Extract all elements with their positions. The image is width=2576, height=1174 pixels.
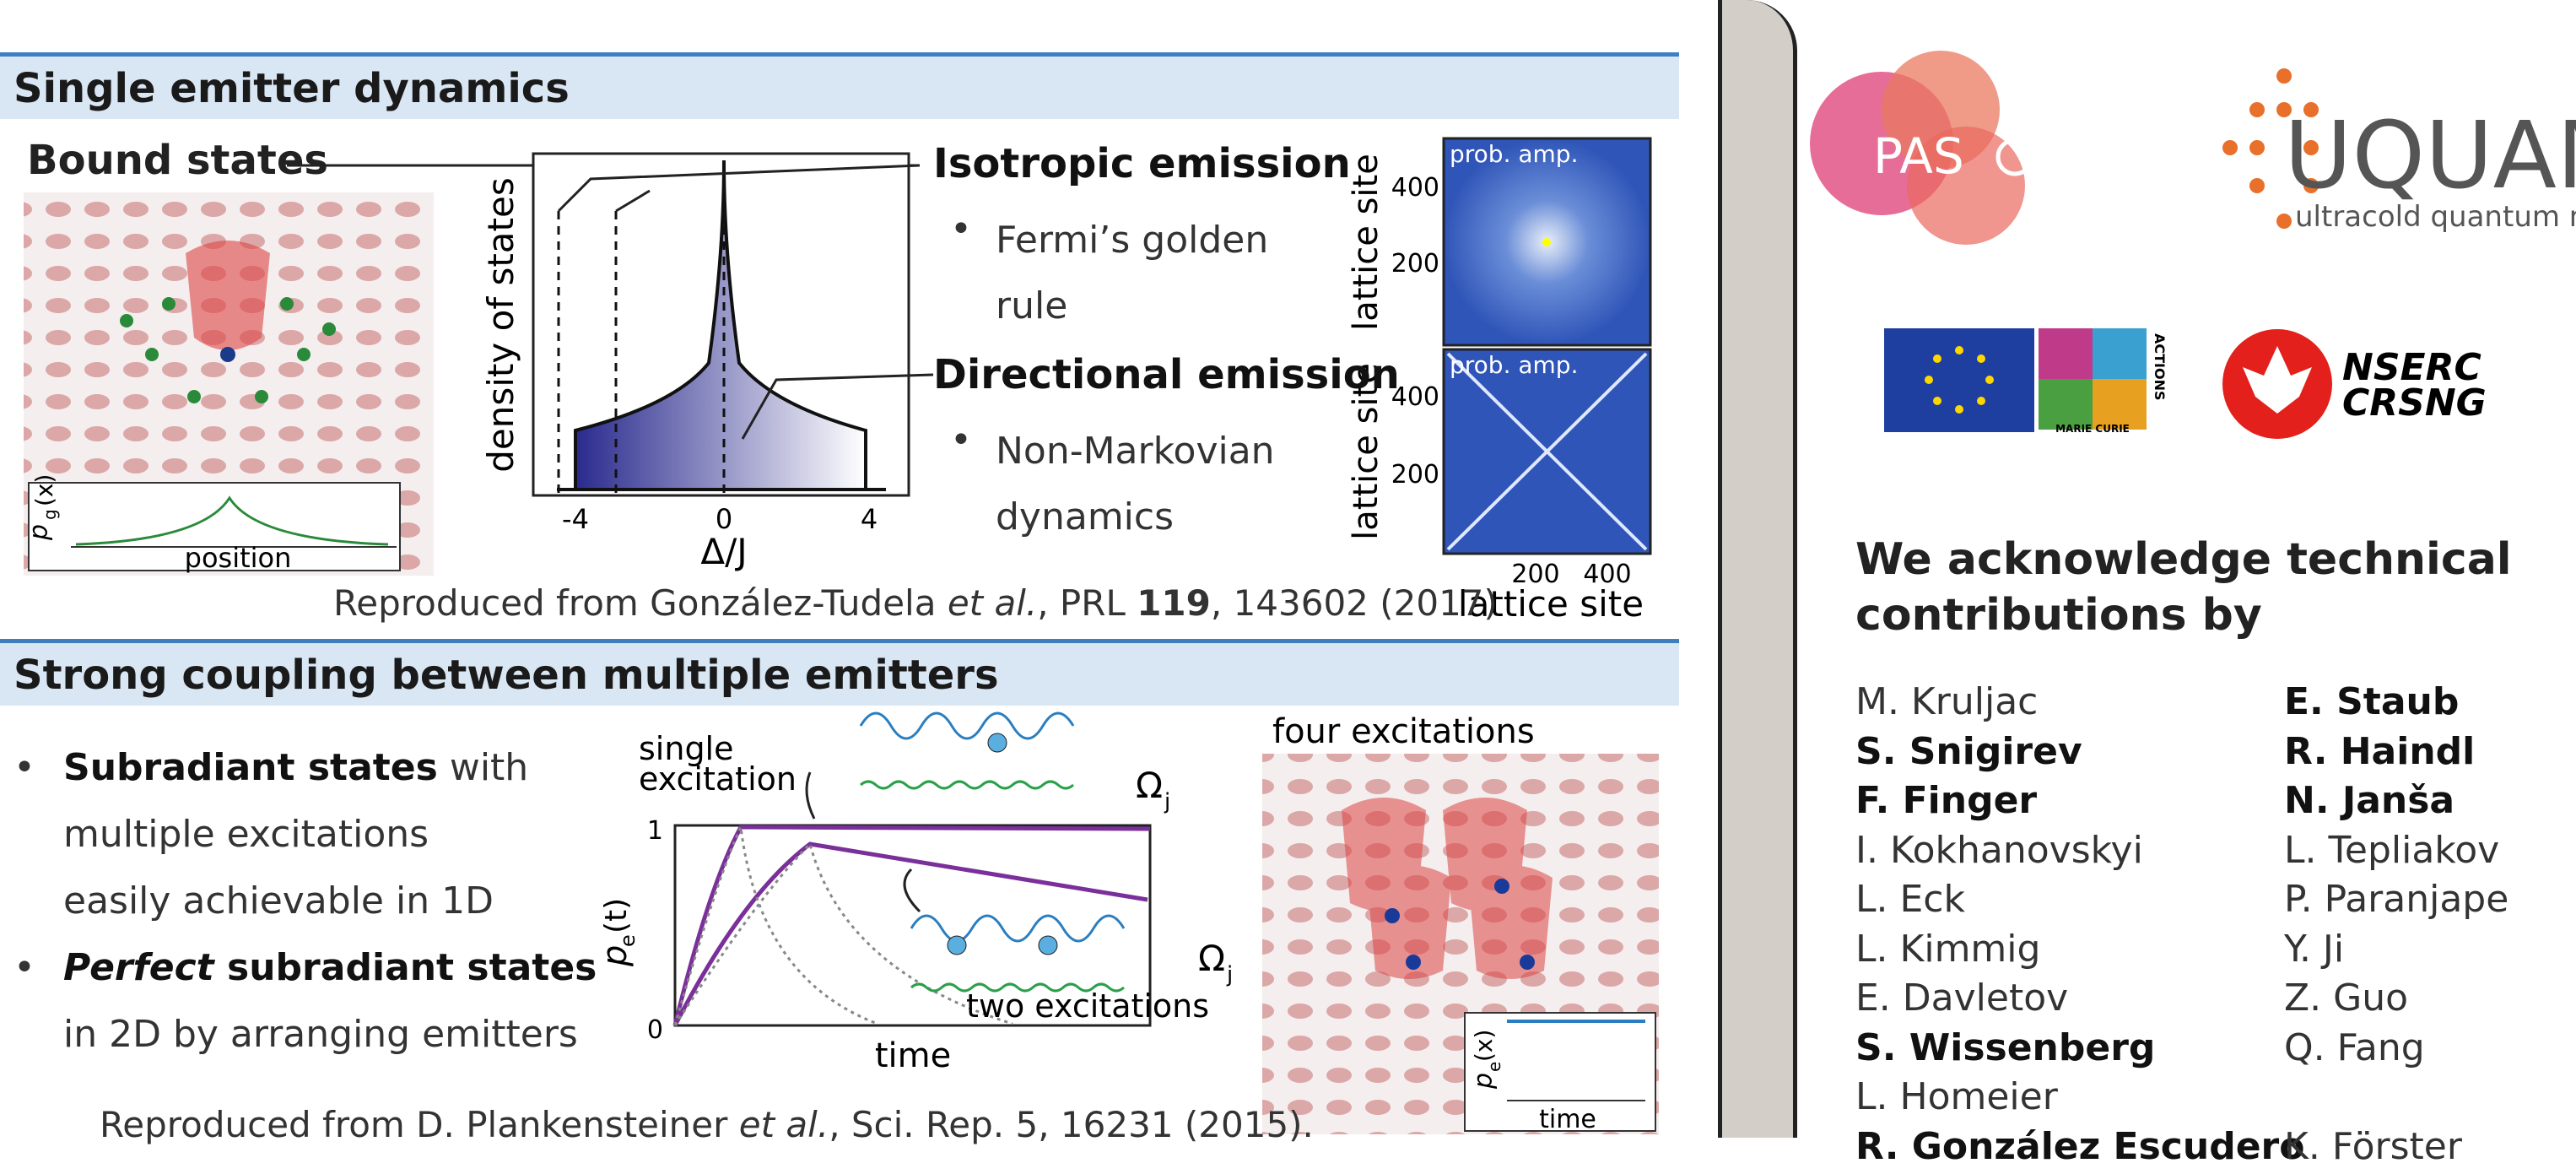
tick-label: 400 xyxy=(1391,173,1439,203)
logo-text: MARIE CURIE xyxy=(2055,423,2130,435)
name: L. Kimmig xyxy=(1855,928,2304,977)
bullet-list: Subradiant states with multiple excitati… xyxy=(63,734,597,1068)
tick-label: 200 xyxy=(1391,460,1439,490)
name: Z. Guo xyxy=(2284,977,2508,1026)
heading: Directional emission xyxy=(933,351,1400,398)
annotation: Ω xyxy=(1136,765,1163,806)
axis-label: g xyxy=(40,509,60,520)
name: R. Haindl xyxy=(2284,730,2508,780)
axis-label: e xyxy=(1484,1062,1504,1072)
axis-label: position xyxy=(185,542,292,574)
axis-label: (t) xyxy=(599,898,634,933)
name: K. Förster xyxy=(2284,1125,2508,1174)
bullet-text: Non-Markovian dynamics xyxy=(996,419,1367,550)
annotation: two excitations xyxy=(966,987,1209,1025)
axis-label: density of states xyxy=(480,177,521,472)
axis-label: p xyxy=(1469,1073,1499,1090)
axis-label: p xyxy=(596,945,635,967)
panel-label: prob. amp. xyxy=(1450,351,1578,379)
name: N. Janša xyxy=(2284,779,2508,829)
name: E. Davletov xyxy=(1855,977,2304,1026)
bullet-list: • • xyxy=(14,734,35,1001)
name: I. Kokhanovskyi xyxy=(1855,829,2304,879)
logo-text: CRSNG xyxy=(2342,381,2487,425)
name: M. Kruljac xyxy=(1855,680,2304,730)
section-title: Strong coupling between multiple emitter… xyxy=(14,652,999,699)
logo-text: ACTIONS xyxy=(2152,333,2168,401)
logo-text: ultracold quantum matter xyxy=(2295,200,2576,234)
axis-label: (x) xyxy=(30,474,58,506)
tick-label: 200 xyxy=(1391,249,1439,279)
tick-label: -4 xyxy=(562,503,589,535)
citation: Reproduced from D. Plankensteiner et al.… xyxy=(100,1104,1314,1145)
name: Q. Fang xyxy=(2284,1026,2508,1076)
annotation: excitation xyxy=(639,760,797,798)
logos: PAS uanS UQUAM ultracold quantum matter … xyxy=(1797,0,2576,473)
logo-text: uanS xyxy=(2035,127,2158,185)
name: E. Staub xyxy=(2284,680,2508,730)
name: L. Tepliakov xyxy=(2284,829,2508,879)
axis-label: time xyxy=(1539,1105,1596,1134)
name: L. Homeier xyxy=(1855,1075,2304,1125)
axis-label: time xyxy=(875,1036,951,1075)
name: L. Eck xyxy=(1855,878,2304,928)
axis-label: e xyxy=(616,934,640,947)
bullet-text: Fermi’s golden rule xyxy=(996,208,1333,339)
name: R. González Escudero xyxy=(1855,1125,2304,1174)
panel-label: prob. amp. xyxy=(1450,140,1578,168)
name: S. Wissenberg xyxy=(1855,1026,2304,1076)
annotation: j xyxy=(1164,789,1170,814)
logo-text: UQUAM xyxy=(2284,101,2576,209)
tick-label: 1 xyxy=(647,816,663,846)
name: Y. Ji xyxy=(2284,928,2508,977)
heading: Isotropic emission xyxy=(933,140,1351,187)
divider xyxy=(1718,0,1797,1138)
axis-label: (x) xyxy=(1470,1030,1498,1062)
poster: Single emitter dynamics Bound states p g… xyxy=(0,0,2576,1138)
annotation: Ω xyxy=(1198,938,1225,979)
axis-label: p xyxy=(24,524,54,541)
axis-label: Δ/J xyxy=(700,531,747,572)
tick-label: 4 xyxy=(861,503,878,535)
axis-label: lattice site xyxy=(1347,154,1385,331)
tick-label: 0 xyxy=(647,1015,663,1045)
name: P. Paranjape xyxy=(2284,878,2508,928)
citation: Reproduced from González-Tudela et al., … xyxy=(333,582,1498,624)
annotation: j xyxy=(1226,962,1233,987)
name: F. Finger xyxy=(1855,779,2304,829)
name: S. Snigirev xyxy=(1855,730,2304,780)
annotation: four excitations xyxy=(1272,712,1535,751)
logo-text: PAS xyxy=(1873,127,1964,185)
section-header: Strong coupling between multiple emitter… xyxy=(0,639,1679,706)
